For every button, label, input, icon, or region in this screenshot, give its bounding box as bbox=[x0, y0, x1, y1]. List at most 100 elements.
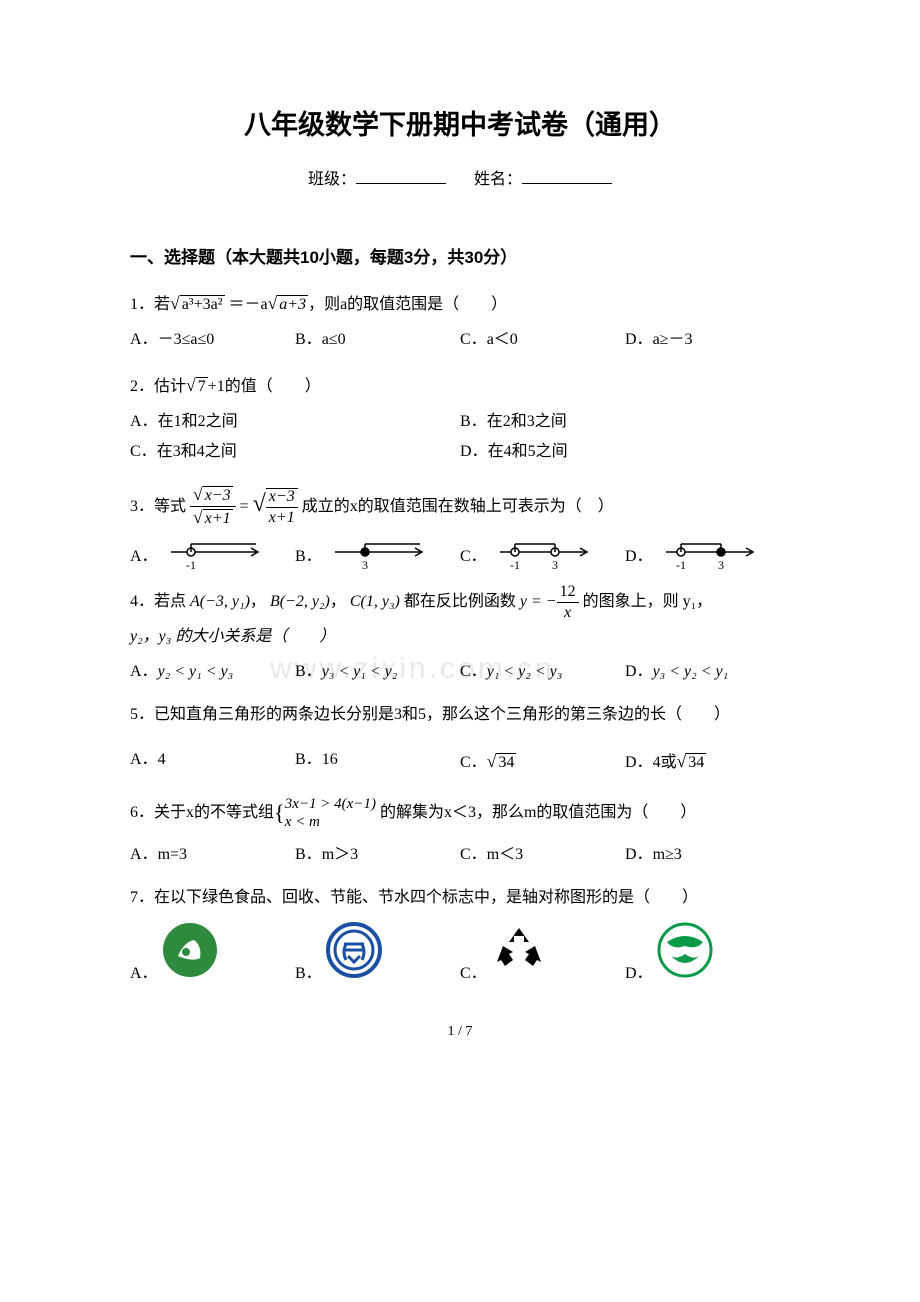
energy-logo-icon bbox=[326, 922, 382, 978]
q3-D-label: D． bbox=[625, 548, 653, 565]
q1-post: ，则a的取值范围是（ ） bbox=[308, 296, 507, 313]
numberline-B-icon: 3 bbox=[330, 542, 430, 572]
q5-D-sqrt: 34 bbox=[686, 753, 706, 771]
q4-A: y₂ < y₁ < y₃ bbox=[158, 663, 234, 680]
q1-sqrt2: a+3 bbox=[277, 295, 308, 313]
question-2: 2．估计√7+1的值（ ） A．在1和2之间 B．在2和3之间 C．在3和4之间… bbox=[130, 368, 790, 468]
q6-choices: A．m=3 B．m＞3 C．m＜3 D．m≥3 bbox=[130, 840, 790, 870]
q2-pre: 估计 bbox=[154, 378, 186, 395]
q1-D-label: D． bbox=[625, 331, 653, 348]
q3-pre: 等式 bbox=[154, 498, 186, 515]
recycle-logo-icon bbox=[491, 922, 547, 978]
question-4: 4．若点 A(−3, y₁)， B(−2, y₂)， C(1, y₃) 都在反比… bbox=[130, 584, 790, 687]
q1-choices: A．－3≤a≤0 B．a≤0 C．a＜0 D．a≥－3 bbox=[130, 325, 790, 355]
question-5: 5．已知直角三角形的两条边长分别是3和5，那么这个三角形的第三条边的长（ ） A… bbox=[130, 699, 790, 778]
q4-num: 4． bbox=[130, 593, 154, 610]
q3-A-label: A． bbox=[130, 548, 158, 565]
q3-num2: x−3 bbox=[266, 489, 298, 508]
question-3-text: 3．等式 √x−3 √x+1 = √ x−3 x+1 成立的x的取值范围在数轴上… bbox=[130, 480, 790, 528]
q7-text: 在以下绿色食品、回收、节能、节水四个标志中，是轴对称图形的是（ ） bbox=[154, 889, 698, 906]
q4-B: y₃ < y₁ < y₂ bbox=[322, 663, 398, 680]
q2-C-label: C． bbox=[130, 443, 157, 460]
q2-post: +1的值（ ） bbox=[208, 378, 321, 395]
name-label: 姓名： bbox=[474, 171, 522, 188]
q5-D-pre: 4或 bbox=[653, 754, 677, 771]
question-7: 7．在以下绿色食品、回收、节能、节水四个标志中，是轴对称图形的是（ ） A． B… bbox=[130, 882, 790, 989]
q1-B: a≤0 bbox=[322, 331, 346, 348]
question-6-text: 6．关于x的不等式组{3x−1 > 4(x−1)x < m 的解集为x＜3，那么… bbox=[130, 791, 790, 836]
green-food-logo-icon bbox=[162, 922, 218, 978]
q3-eq: = bbox=[240, 498, 249, 515]
q4-C-label: C． bbox=[460, 663, 487, 680]
numberline-A-icon: -1 bbox=[166, 542, 266, 572]
question-1: 1．若√a³+3a² ＝－a√a+3，则a的取值范围是（ ） A．－3≤a≤0 … bbox=[130, 286, 790, 356]
q6-C: m＜3 bbox=[487, 846, 523, 863]
q2-num: 2． bbox=[130, 378, 154, 395]
q5-C-label: C． bbox=[460, 754, 487, 771]
q5-B-label: B． bbox=[295, 751, 322, 768]
question-4-text: 4．若点 A(−3, y₁)， B(−2, y₂)， C(1, y₃) 都在反比… bbox=[130, 584, 790, 621]
q7-A-label: A． bbox=[130, 965, 158, 982]
q4-Cpt: C(1, y₃) bbox=[350, 593, 400, 610]
class-blank bbox=[356, 183, 446, 184]
q5-A-label: A． bbox=[130, 751, 158, 768]
numberline-D-icon: -1 3 bbox=[661, 542, 761, 572]
q2-sqrt: 7 bbox=[196, 377, 208, 395]
q3-num: 3． bbox=[130, 498, 154, 515]
q1-mid: ＝－a bbox=[225, 296, 268, 313]
question-5-text: 5．已知直角三角形的两条边长分别是3和5，那么这个三角形的第三条边的长（ ） bbox=[130, 699, 790, 731]
q1-B-label: B． bbox=[295, 331, 322, 348]
q5-text: 已知直角三角形的两条边长分别是3和5，那么这个三角形的第三条边的长（ ） bbox=[154, 706, 730, 723]
section-header: 一、选择题（本大题共10小题，每题3分，共30分） bbox=[130, 242, 790, 274]
q5-D-label: D． bbox=[625, 754, 653, 771]
water-save-logo-icon bbox=[657, 922, 713, 978]
name-blank bbox=[522, 183, 612, 184]
q1-sqrt1: a³+3a² bbox=[180, 295, 225, 313]
q4-Bpt: B(−2, y₂) bbox=[270, 593, 330, 610]
q4-mid: 都在反比例函数 bbox=[404, 593, 516, 610]
q3-post: 成立的x的取值范围在数轴上可表示为（ ） bbox=[302, 498, 614, 515]
svg-text:-1: -1 bbox=[186, 558, 196, 572]
q5-B: 16 bbox=[322, 751, 338, 768]
q6-A-label: A． bbox=[130, 846, 158, 863]
q5-choices: A．4 B．16 C．√34 D．4或√34 bbox=[130, 745, 790, 778]
q4-line2: y₂，y₃ 的大小关系是（ ） bbox=[130, 621, 790, 653]
q2-B: 在2和3之间 bbox=[487, 413, 567, 430]
q6-D-label: D． bbox=[625, 846, 653, 863]
q2-D-label: D． bbox=[460, 443, 488, 460]
q7-num: 7． bbox=[130, 889, 154, 906]
q5-num: 5． bbox=[130, 706, 154, 723]
q4-post: 的图象上，则 y₁， bbox=[583, 593, 713, 610]
q4-choices: A．y₂ < y₁ < y₃ B．y₃ < y₁ < y₂ C．y₁ < y₂ … bbox=[130, 657, 790, 687]
q2-A-label: A． bbox=[130, 413, 158, 430]
class-label: 班级： bbox=[308, 171, 356, 188]
q2-D: 在4和5之间 bbox=[488, 443, 568, 460]
q6-D: m≥3 bbox=[653, 846, 682, 863]
q3-den2: x+1 bbox=[266, 508, 298, 526]
q1-D: a≥－3 bbox=[653, 331, 693, 348]
q4-C: y₁ < y₂ < y₃ bbox=[487, 663, 563, 680]
svg-text:3: 3 bbox=[718, 558, 724, 572]
numberline-C-icon: -1 3 bbox=[495, 542, 595, 572]
q3-C-label: C． bbox=[460, 548, 487, 565]
q4-B-label: B． bbox=[295, 663, 322, 680]
page-title: 八年级数学下册期中考试卷（通用） bbox=[130, 100, 790, 151]
q4-A-label: A． bbox=[130, 663, 158, 680]
q1-pre: 若 bbox=[154, 296, 170, 313]
q1-C: a＜0 bbox=[487, 331, 518, 348]
q3-choices: A． -1 B． 3 C． bbox=[130, 542, 790, 572]
q7-C-label: C． bbox=[460, 965, 487, 982]
q7-D-label: D． bbox=[625, 965, 653, 982]
q6-C-label: C． bbox=[460, 846, 487, 863]
q5-C: 34 bbox=[496, 753, 516, 771]
q6-post: 的解集为x＜3，那么m的取值范围为（ ） bbox=[380, 804, 696, 821]
q4-fnum: 12 bbox=[557, 584, 579, 603]
q5-A: 4 bbox=[158, 751, 166, 768]
q1-A-label: A． bbox=[130, 331, 158, 348]
q6-num: 6． bbox=[130, 804, 154, 821]
q4-pre: 若点 bbox=[154, 593, 186, 610]
svg-text:-1: -1 bbox=[510, 558, 520, 572]
question-1-text: 1．若√a³+3a² ＝－a√a+3，则a的取值范围是（ ） bbox=[130, 286, 790, 321]
svg-text:3: 3 bbox=[362, 558, 368, 572]
q2-choices: A．在1和2之间 B．在2和3之间 C．在3和4之间 D．在4和5之间 bbox=[130, 407, 790, 468]
